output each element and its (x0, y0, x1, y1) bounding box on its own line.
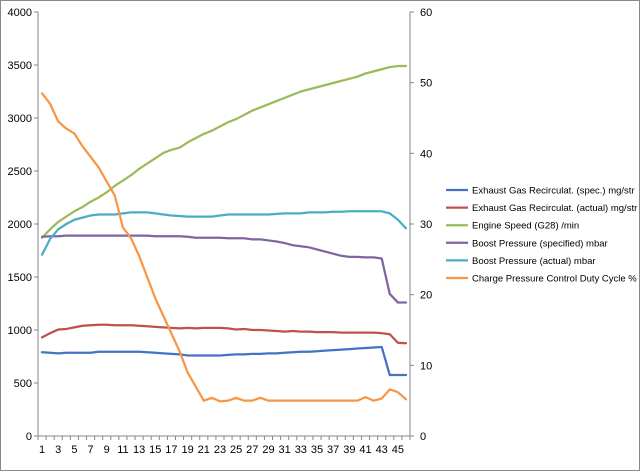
x-tick-label: 13 (133, 444, 145, 456)
x-tick-label: 27 (246, 444, 258, 456)
x-tick-label: 25 (230, 444, 242, 456)
y-left-tick-label: 0 (26, 431, 32, 443)
series-line-3 (40, 64, 408, 239)
y-right-tick-label: 20 (420, 290, 432, 302)
axes: 0 500 1000 1500 2000 2500 3000 3500 4000 0 10 20 30 4… (8, 7, 433, 456)
series-line-6 (40, 92, 408, 403)
x-tick-label: 5 (71, 444, 77, 456)
y-right-tick-label: 30 (420, 219, 432, 231)
y-right-tick-label: 50 (420, 78, 432, 90)
series-line-5 (40, 210, 408, 256)
y-left-tick-label: 500 (14, 378, 32, 390)
y-right-tick-label: 10 (420, 360, 432, 372)
x-tick-label: 43 (376, 444, 388, 456)
y-right-tick-label: 0 (420, 431, 426, 443)
y-left-tick-label: 2500 (8, 166, 32, 178)
x-tick-label: 7 (88, 444, 94, 456)
series-line-2 (40, 323, 408, 345)
y-left-tick-label: 1500 (8, 272, 32, 284)
x-tick-label: 39 (343, 444, 355, 456)
y-right-tick-label: 60 (420, 7, 432, 19)
x-tick-label: 45 (392, 444, 404, 456)
legend-label-1: Exhaust Gas Recirculat. (spec.) mg/str (472, 186, 635, 197)
y-left-tick-label: 3500 (8, 60, 32, 72)
x-tick-label: 1 (39, 444, 45, 456)
y-left-tick-label: 1000 (8, 325, 32, 337)
legend-label-6: Charge Pressure Control Duty Cycle % (472, 274, 637, 285)
x-tick-label: 3 (55, 444, 61, 456)
legend: Exhaust Gas Recirculat. (spec.) mg/str Ex… (446, 186, 637, 285)
x-tick-label: 41 (359, 444, 371, 456)
x-tick-label: 19 (181, 444, 193, 456)
series-layer (40, 64, 408, 403)
series-line-4 (40, 234, 408, 304)
y-left-tick-label: 2000 (8, 219, 32, 231)
x-tick-label: 23 (214, 444, 226, 456)
x-tick-label: 29 (262, 444, 274, 456)
x-tick-label: 17 (165, 444, 177, 456)
x-tick-label: 31 (279, 444, 291, 456)
legend-label-4: Boost Pressure (specified) mbar (472, 238, 608, 249)
y-left-tick-label: 3000 (8, 113, 32, 125)
y-right-tick-label: 40 (420, 148, 432, 160)
legend-label-5: Boost Pressure (actual) mbar (472, 256, 596, 267)
legend-label-3: Engine Speed (G28) /min (472, 221, 579, 232)
series-line-1 (40, 345, 408, 377)
x-tick-label: 33 (295, 444, 307, 456)
x-tick-label: 15 (149, 444, 161, 456)
y-left-tick-label: 4000 (8, 7, 32, 19)
x-tick-label: 37 (327, 444, 339, 456)
legend-label-2: Exhaust Gas Recirculat. (actual) mg/str (472, 203, 637, 214)
x-tick-label: 35 (311, 444, 323, 456)
x-tick-label: 11 (117, 444, 128, 456)
x-tick-label: 21 (198, 444, 210, 456)
x-tick-label: 9 (104, 444, 110, 456)
